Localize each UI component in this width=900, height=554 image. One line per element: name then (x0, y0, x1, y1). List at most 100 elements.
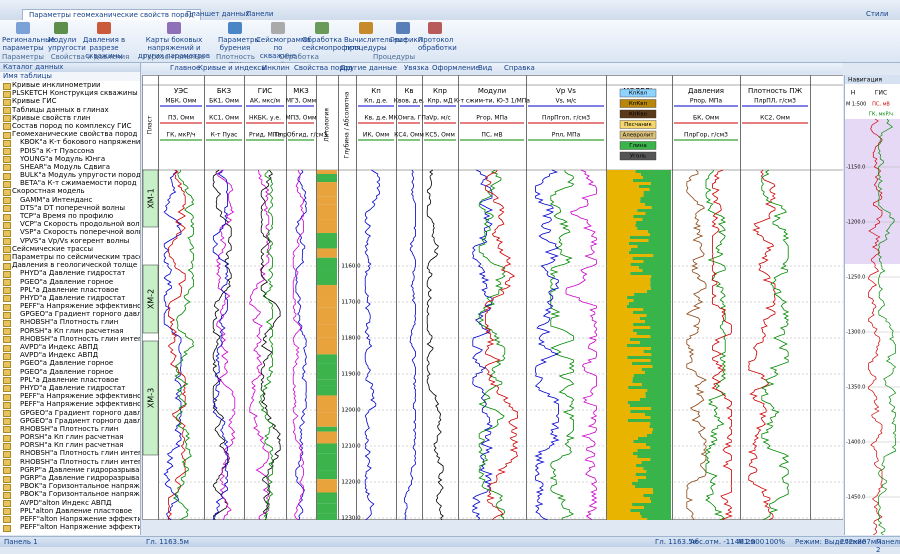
tree-item[interactable]: TCP"a Время по профилю (0, 212, 140, 221)
tree-item[interactable]: BETA"a К-т сжимаемости пород (0, 179, 140, 188)
tree-item[interactable]: Геомеханические свойства пород (0, 130, 140, 139)
ribbon-button[interactable]: Вычислительные процедуры (344, 22, 407, 52)
tree-item[interactable]: PORSH"a Кп глин расчетная (0, 441, 140, 450)
toolbar-tab[interactable]: Свойства пород (294, 64, 353, 72)
ribbon-button[interactable]: Сейсмограмма по скважине (256, 22, 310, 60)
tree-item[interactable]: PHYD"a Давление гидростат (0, 269, 140, 279)
tree-item[interactable]: Таблицы данных в глинах (0, 106, 140, 115)
ribbon-tab[interactable]: Параметры геомеханические свойств пород (22, 9, 201, 21)
model-clay (638, 185, 671, 188)
ribbon-button[interactable]: Обработка сейсмопрофиля (302, 22, 361, 52)
tree-item[interactable]: PPL"alton Давление пластовое (0, 507, 140, 516)
tree-item[interactable]: PEFF"alton Напряжение эффективное (0, 523, 140, 532)
tree-item[interactable]: PORSH"a Кп глин расчетная (0, 327, 140, 336)
tree-item[interactable]: Сейсмические трассы (0, 245, 140, 254)
ribbon-tab[interactable]: Планшет данных (186, 10, 250, 18)
nav-window (845, 119, 900, 264)
toolbar-tab[interactable]: Другие данные (340, 64, 397, 72)
toolbar-tab[interactable]: Кривые и индексы (198, 64, 267, 72)
tree-item[interactable]: PGEO"a Давление горное (0, 278, 140, 287)
model-sand (607, 284, 651, 287)
tree-item[interactable]: DTS"a DT поперечной волны (0, 204, 140, 213)
styles-menu[interactable]: Стили (866, 10, 889, 18)
tree-item[interactable]: RHOBSH"a Плотность глин интегрированная (0, 335, 140, 344)
ribbon-button[interactable]: Карты боковых напряжений и других параме… (134, 22, 214, 60)
tree-item[interactable]: GAMM"a Интенданс (0, 196, 140, 205)
tree-item[interactable]: PEFF"alton Напряжение эффективное (0, 515, 140, 524)
tree-item[interactable]: KBOK"a К-т бокового напряжения (0, 138, 140, 148)
tree-item[interactable]: PORSH"a Кп глин расчетная (0, 433, 140, 442)
tree-item[interactable]: RHOBSH"a Плотность глин (0, 318, 140, 328)
tree-item[interactable]: Кривые ГИС (0, 97, 140, 107)
tree-item[interactable]: GPGEO"a Градиент горного давления (0, 409, 140, 418)
tree-item[interactable]: PLSKETCH Конструкция скважины (0, 89, 140, 98)
model-sand (607, 386, 629, 389)
model-clay (645, 392, 671, 395)
tree-item[interactable]: VSP"a Скорость поперечной волны (0, 228, 140, 238)
tree-item[interactable]: Кривые инклинометрии (0, 81, 140, 90)
tree-item[interactable]: PBOK"a Горизонтальное напряжение (0, 482, 140, 491)
model-sand (607, 446, 651, 449)
curve-label: Ргор, МПа (476, 115, 508, 122)
ribbon-button[interactable]: Параметры бурения (218, 22, 260, 52)
tree-item[interactable]: Параметры по сейсмическим трассам (0, 253, 140, 262)
tree-item[interactable]: RHOBSH"a Плотность глин интегрированная (0, 449, 140, 459)
tree-item[interactable]: PHYD"a Давление гидростат (0, 294, 140, 303)
model-clay (639, 341, 671, 344)
model-sand (607, 398, 640, 401)
tree-item[interactable]: Состав пород по комплексу ГИС (0, 122, 140, 131)
toolbar-tab[interactable]: Оформление (432, 64, 480, 72)
tree-item[interactable]: AVPD"a Индекс АВПД (0, 351, 140, 360)
toolbar-tab[interactable]: Вид (478, 64, 493, 72)
ribbon-tab[interactable]: Панели (246, 10, 274, 18)
tree-item[interactable]: PPL"a Давление пластовое (0, 286, 140, 295)
tree-item[interactable]: PGRP"a Давление гидроразрыва (0, 474, 140, 483)
tree-item[interactable]: PHYD"a Давление гидростат (0, 384, 140, 393)
tree-item[interactable]: PEFF"a Напряжение эффективное (0, 392, 140, 401)
tree-item[interactable]: RHOBSH"a Плотность глин (0, 425, 140, 434)
tree-item[interactable]: PPL"a Давление пластовое (0, 376, 140, 385)
model-clay (630, 410, 671, 413)
tree-item[interactable]: RHOBSH"a Плотность глин интегрированная (0, 458, 140, 467)
tree-item[interactable]: AVPD"alton Индекс АВПД (0, 499, 140, 508)
tree-item[interactable]: PEFF"a Напряжение эффективное (0, 302, 140, 311)
model-clay (628, 386, 671, 389)
model-clay (633, 374, 671, 377)
model-sand (607, 506, 644, 509)
toolbar-tab[interactable]: Инклин (262, 64, 290, 72)
tree-item[interactable]: VCP"a Скорость продольной волны (0, 220, 140, 229)
tree-item[interactable]: YOUNG"a Модуль Юнга (0, 155, 140, 164)
tree-item[interactable]: PGEO"a Давление горное (0, 359, 140, 369)
ribbon-button[interactable]: Протокол обработки (418, 22, 457, 52)
log-curve (212, 169, 229, 521)
ribbon-group-label: Процедуры (372, 53, 415, 61)
model-sand (607, 179, 633, 182)
ribbon-button[interactable]: Графики (390, 22, 422, 44)
toolbar-tab[interactable]: Увязка (404, 64, 429, 72)
tree-item[interactable]: BULK"a Модуль упругости пород (0, 171, 140, 180)
ribbon-button[interactable]: Региональные параметры (2, 22, 55, 52)
model-clay (646, 470, 671, 473)
toolbar-tab[interactable]: Главное (170, 64, 201, 72)
ribbon-button[interactable]: Давления в разрезе скважины (76, 22, 132, 60)
tree-item[interactable]: PDIS"a К-т Пуассона (0, 147, 140, 156)
curve-label: ПлрПгоп, г/см3 (542, 115, 590, 122)
toolbar-tab[interactable]: Справка (504, 64, 535, 72)
model-clay (628, 251, 671, 254)
tree-item[interactable]: Кривые свойств глин (0, 114, 140, 123)
tree-item[interactable]: AVPD"a Индекс АВПД (0, 343, 140, 352)
depth-label: 1230.0 (341, 516, 361, 521)
tree-item[interactable]: PBOK"a Горизонтальное напряжение (0, 490, 140, 500)
tree-item[interactable]: PGEO"a Давление горное (0, 368, 140, 377)
tree-item[interactable]: Давления в геологической толще (0, 261, 140, 270)
tree-item[interactable]: VPVS"a Vp/Vs когерент волны (0, 237, 140, 246)
tree-item[interactable]: PEFF"a Напряжение эффективное (0, 400, 140, 410)
tree-item[interactable]: GPGEO"a Градиент горного давления (0, 417, 140, 426)
tree-item[interactable]: GPGEO"a Градиент горного давления (0, 310, 140, 319)
tree-item[interactable]: PGRP"a Давление гидроразрыва (0, 466, 140, 475)
tree-item[interactable]: SHEAR"a Модуль Сдвига (0, 163, 140, 172)
tree-item[interactable]: Скоростная модель (0, 187, 140, 197)
model-sand (607, 467, 644, 470)
ribbon-button[interactable]: Модули упругости (48, 22, 86, 52)
curve-label: Кп, д.е. (364, 98, 388, 105)
